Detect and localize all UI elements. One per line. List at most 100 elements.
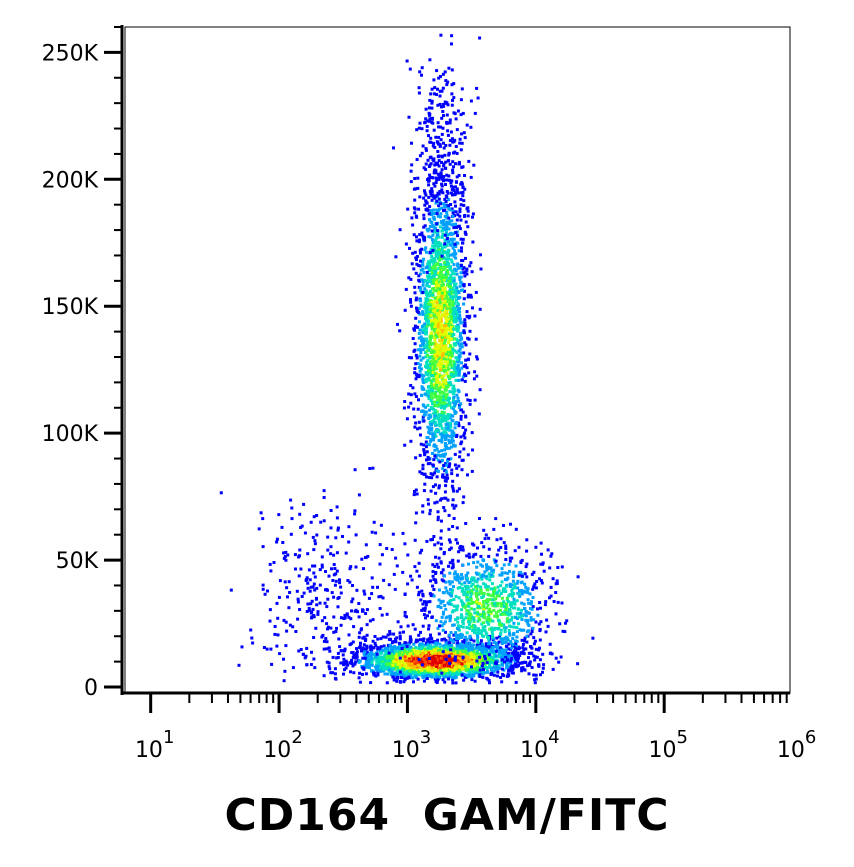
data-point [478,657,482,661]
data-point [427,369,431,373]
data-point [499,655,503,659]
data-point [425,319,429,323]
data-point [376,673,380,677]
data-point [534,545,538,549]
data-point [415,585,419,589]
data-point [446,498,450,502]
data-point [450,364,454,368]
data-point [420,654,424,658]
data-point [446,664,450,668]
data-point [465,673,469,677]
data-point [409,645,413,649]
data-point [471,306,474,310]
data-point [415,262,419,266]
data-point [344,666,348,670]
data-point [449,243,453,247]
data-point [432,665,436,669]
data-point [459,331,462,335]
data-point [462,433,466,437]
data-point [453,306,457,310]
data-point [423,248,427,252]
data-point [450,191,453,195]
data-point [443,435,447,439]
data-point [439,252,442,256]
data-point [456,328,460,332]
data-point [444,223,448,227]
data-point [452,185,456,189]
data-point [446,381,450,385]
data-point [427,502,430,506]
data-point [496,666,500,670]
data-point [459,98,463,102]
data-point [427,285,431,288]
data-point [424,337,428,341]
data-point [467,654,471,658]
data-point [440,280,444,284]
data-point [399,676,403,679]
data-point [483,650,487,653]
data-point [440,206,444,210]
data-point [445,372,449,375]
data-point [439,331,443,335]
data-point [517,656,520,660]
data-point [489,648,493,652]
data-point [435,272,439,276]
data-point [414,488,418,492]
data-point [497,548,501,552]
data-point [454,373,458,377]
data-point [464,220,468,224]
data-point [451,301,455,305]
data-point [458,342,461,346]
data-point [458,210,462,214]
data-point [413,324,417,328]
data-point [428,461,432,465]
data-point [472,639,476,643]
data-point [421,267,425,271]
data-point [413,342,417,346]
data-point [461,186,465,189]
data-point [425,342,429,346]
data-point [458,657,462,661]
data-point [411,251,415,255]
data-point [434,404,438,408]
data-point [541,670,544,674]
data-point [418,369,422,373]
data-point [447,643,451,647]
data-point [449,282,453,286]
data-point [436,626,440,630]
data-point [429,661,433,665]
data-point [448,421,452,425]
data-point [430,392,434,396]
data-point [378,646,381,650]
data-point [422,489,426,493]
data-point [539,673,542,677]
data-point [431,266,435,270]
data-point [433,448,437,452]
data-point [453,426,457,430]
data-point [453,191,457,194]
data-point [458,368,462,372]
data-point [425,227,429,231]
data-point [450,92,454,96]
data-point [427,413,431,417]
data-point [447,276,451,280]
data-point [469,261,473,265]
data-point [365,633,369,637]
data-point [439,350,442,354]
data-point [438,174,442,178]
data-point [450,652,454,656]
data-point [447,292,451,296]
data-point [451,246,455,250]
data-point [394,658,398,662]
data-point [451,673,455,677]
data-point [422,443,426,447]
data-point [440,304,444,308]
data-point [436,214,440,218]
data-point [412,648,416,652]
data-point [459,402,463,406]
data-point [510,668,514,672]
data-point [439,264,443,268]
data-point [428,420,432,424]
data-point [456,290,460,294]
data-point [438,301,442,305]
